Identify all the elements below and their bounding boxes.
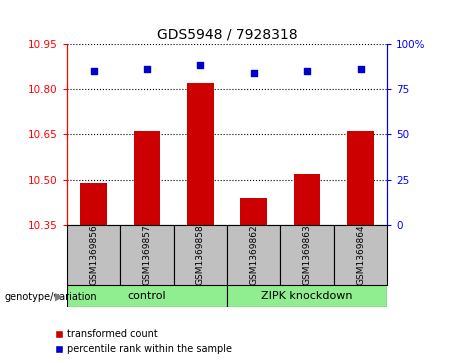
Text: GSM1369864: GSM1369864 — [356, 225, 365, 285]
Point — [303, 68, 311, 74]
Bar — [174, 225, 227, 285]
Title: GDS5948 / 7928318: GDS5948 / 7928318 — [157, 27, 297, 41]
Text: GSM1369862: GSM1369862 — [249, 225, 258, 285]
Point — [143, 66, 151, 72]
Text: GSM1369863: GSM1369863 — [302, 225, 312, 285]
Bar — [227, 225, 280, 285]
Bar — [240, 198, 267, 225]
Text: genotype/variation: genotype/variation — [5, 291, 97, 302]
Bar — [347, 131, 374, 225]
Bar — [134, 131, 160, 225]
Point — [197, 62, 204, 68]
Bar — [334, 225, 387, 285]
Text: ▶: ▶ — [55, 291, 63, 302]
Bar — [280, 225, 334, 285]
Bar — [227, 285, 387, 307]
Text: ZIPK knockdown: ZIPK knockdown — [261, 291, 353, 301]
Bar — [67, 285, 227, 307]
Point — [90, 68, 97, 74]
Bar — [294, 174, 320, 225]
Text: GSM1369856: GSM1369856 — [89, 225, 98, 285]
Bar — [187, 83, 214, 225]
Text: control: control — [128, 291, 166, 301]
Point — [357, 66, 364, 72]
Text: GSM1369857: GSM1369857 — [142, 225, 152, 285]
Text: GSM1369858: GSM1369858 — [196, 225, 205, 285]
Point — [250, 70, 257, 76]
Bar — [67, 225, 120, 285]
Bar — [120, 225, 174, 285]
Bar — [80, 183, 107, 225]
Legend: transformed count, percentile rank within the sample: transformed count, percentile rank withi… — [51, 326, 236, 358]
